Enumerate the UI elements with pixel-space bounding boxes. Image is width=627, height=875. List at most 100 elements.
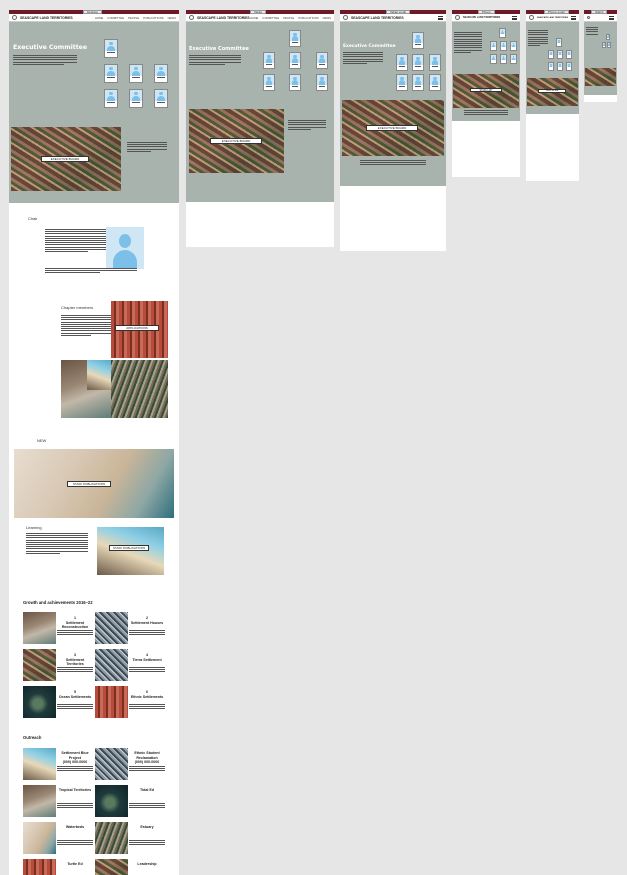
staff-list-button[interactable]: STAFF LIST <box>470 88 502 92</box>
member-card[interactable] <box>412 54 424 71</box>
brand-name[interactable]: SEASCAPE LAND TERRITORIES <box>463 16 501 19</box>
member-card[interactable] <box>412 74 424 91</box>
executive-board-button[interactable]: EXECUTIVE BOARD <box>366 125 418 131</box>
nav-people[interactable]: PEOPLE <box>128 15 140 20</box>
nav-people[interactable]: PEOPLE <box>283 15 295 20</box>
member-card[interactable] <box>316 52 328 69</box>
outreach-label: Settlement Blue Project (000) 000-0000 <box>61 751 89 764</box>
member-card[interactable] <box>557 62 563 71</box>
outreach-desc <box>57 766 93 773</box>
nav-news[interactable]: NEWS <box>167 15 176 20</box>
logo-icon[interactable] <box>12 15 17 20</box>
logo-icon[interactable] <box>587 16 590 19</box>
logo-icon[interactable] <box>189 15 194 20</box>
hamburger-menu-icon[interactable] <box>438 15 443 20</box>
member-card[interactable] <box>557 50 563 59</box>
nav-committee[interactable]: COMMITTEE <box>107 15 125 20</box>
outreach-label: Waterbeds <box>65 825 85 829</box>
phone-small-frame: Phone small SEASCAPE LAND TERRITORIES VI… <box>526 10 579 181</box>
hamburger-menu-icon[interactable] <box>609 15 614 20</box>
frame-tab-desktop[interactable]: Desktop <box>83 10 103 14</box>
executive-board-button[interactable]: EXECUTIVE BOARD <box>41 156 89 162</box>
member-card[interactable] <box>429 54 441 71</box>
frame-tab-tablet[interactable]: Tablet <box>250 10 267 14</box>
hero-side-text <box>288 120 326 131</box>
executive-board-button[interactable]: EXECUTIVE BOARD <box>210 138 262 144</box>
growth-image <box>95 612 128 644</box>
member-card[interactable] <box>289 74 301 91</box>
frame-tab-phone[interactable]: Phone <box>478 10 495 14</box>
member-card[interactable] <box>316 74 328 91</box>
member-card[interactable] <box>289 30 301 47</box>
nav-publications[interactable]: PUBLICATIONS <box>143 15 164 20</box>
learning-publications-button[interactable]: STAFF PUBLICATIONS <box>109 545 149 551</box>
member-card[interactable] <box>396 74 408 91</box>
news-publications-button[interactable]: STAFF PUBLICATIONS <box>67 481 111 487</box>
nav-home[interactable]: HOME <box>94 15 104 20</box>
member-card[interactable] <box>129 64 143 83</box>
member-card[interactable] <box>490 41 497 51</box>
nav-publications[interactable]: PUBLICATIONS <box>298 15 319 20</box>
outreach-desc <box>57 840 93 847</box>
hamburger-menu-icon[interactable] <box>512 15 517 20</box>
growth-desc <box>57 704 93 711</box>
member-card[interactable] <box>429 74 441 91</box>
member-card[interactable] <box>500 41 507 51</box>
member-card[interactable] <box>154 89 168 108</box>
member-card[interactable] <box>606 34 610 40</box>
member-card[interactable] <box>499 28 506 38</box>
member-card[interactable] <box>500 54 507 64</box>
member-card[interactable] <box>566 62 572 71</box>
hamburger-menu-icon[interactable] <box>571 15 576 20</box>
member-card[interactable] <box>104 89 118 108</box>
member-card[interactable] <box>607 42 611 48</box>
member-card[interactable] <box>556 38 562 47</box>
brand-name[interactable]: SEASCAPE LAND TERRITORIES <box>351 15 404 20</box>
nav-committee[interactable]: COMMITTEE <box>262 15 280 20</box>
logo-icon[interactable] <box>529 15 534 20</box>
member-card[interactable] <box>104 64 118 83</box>
brand-name[interactable]: SEASCAPE LAND TERRITORIES <box>537 16 569 19</box>
member-card[interactable] <box>566 50 572 59</box>
member-card[interactable] <box>154 64 168 83</box>
member-card[interactable] <box>412 32 424 49</box>
member-card[interactable] <box>548 50 554 59</box>
frame-tab-tablet-small[interactable]: Tablet small <box>386 10 410 14</box>
brand-name[interactable]: SEASCAPE LAND TERRITORIES <box>197 15 250 20</box>
page-title: Executive Committee <box>13 44 88 51</box>
member-card[interactable] <box>490 54 497 64</box>
outreach-desc <box>129 766 165 773</box>
nav-news[interactable]: NEWS <box>322 15 331 20</box>
chair-avatar <box>106 227 144 269</box>
growth-desc <box>129 667 165 674</box>
member-card[interactable] <box>548 62 554 71</box>
member-card[interactable] <box>263 74 275 91</box>
member-card[interactable] <box>263 52 275 69</box>
outreach-label: Leadership <box>137 862 157 866</box>
frame-tab-watch[interactable]: Watch <box>591 10 608 14</box>
nav-home[interactable]: HOME <box>249 15 259 20</box>
applications-button[interactable]: APPLICATIONS <box>115 325 159 331</box>
growth-image <box>23 612 56 644</box>
tablet-small-frame: Tablet small SEASCAPE LAND TERRITORIES E… <box>340 10 446 251</box>
member-card[interactable] <box>510 41 517 51</box>
frame-tab-phone-small[interactable]: Phone small <box>544 10 569 14</box>
outreach-image <box>23 748 56 780</box>
growth-label: 5 Ocean Settlements <box>58 690 92 699</box>
hero-intro-text <box>189 55 241 66</box>
brand-name[interactable]: SEASCAPE LAND TERRITORIES <box>20 15 73 20</box>
member-card[interactable] <box>602 42 606 48</box>
member-card[interactable] <box>104 39 118 58</box>
member-card[interactable] <box>396 54 408 71</box>
member-card[interactable] <box>510 54 517 64</box>
outreach-image <box>23 859 56 875</box>
growth-label: 4 Tierra Settlement <box>132 653 162 662</box>
chapter-members-heading: Chapter members <box>61 305 94 310</box>
member-card[interactable] <box>129 89 143 108</box>
member-card[interactable] <box>289 52 301 69</box>
view-more-button[interactable]: VIEW MORE <box>538 89 566 93</box>
logo-icon[interactable] <box>343 15 348 20</box>
gallery-image <box>111 360 168 418</box>
growth-label: 3 Settlement Territories <box>65 653 85 666</box>
logo-icon[interactable] <box>455 15 460 20</box>
